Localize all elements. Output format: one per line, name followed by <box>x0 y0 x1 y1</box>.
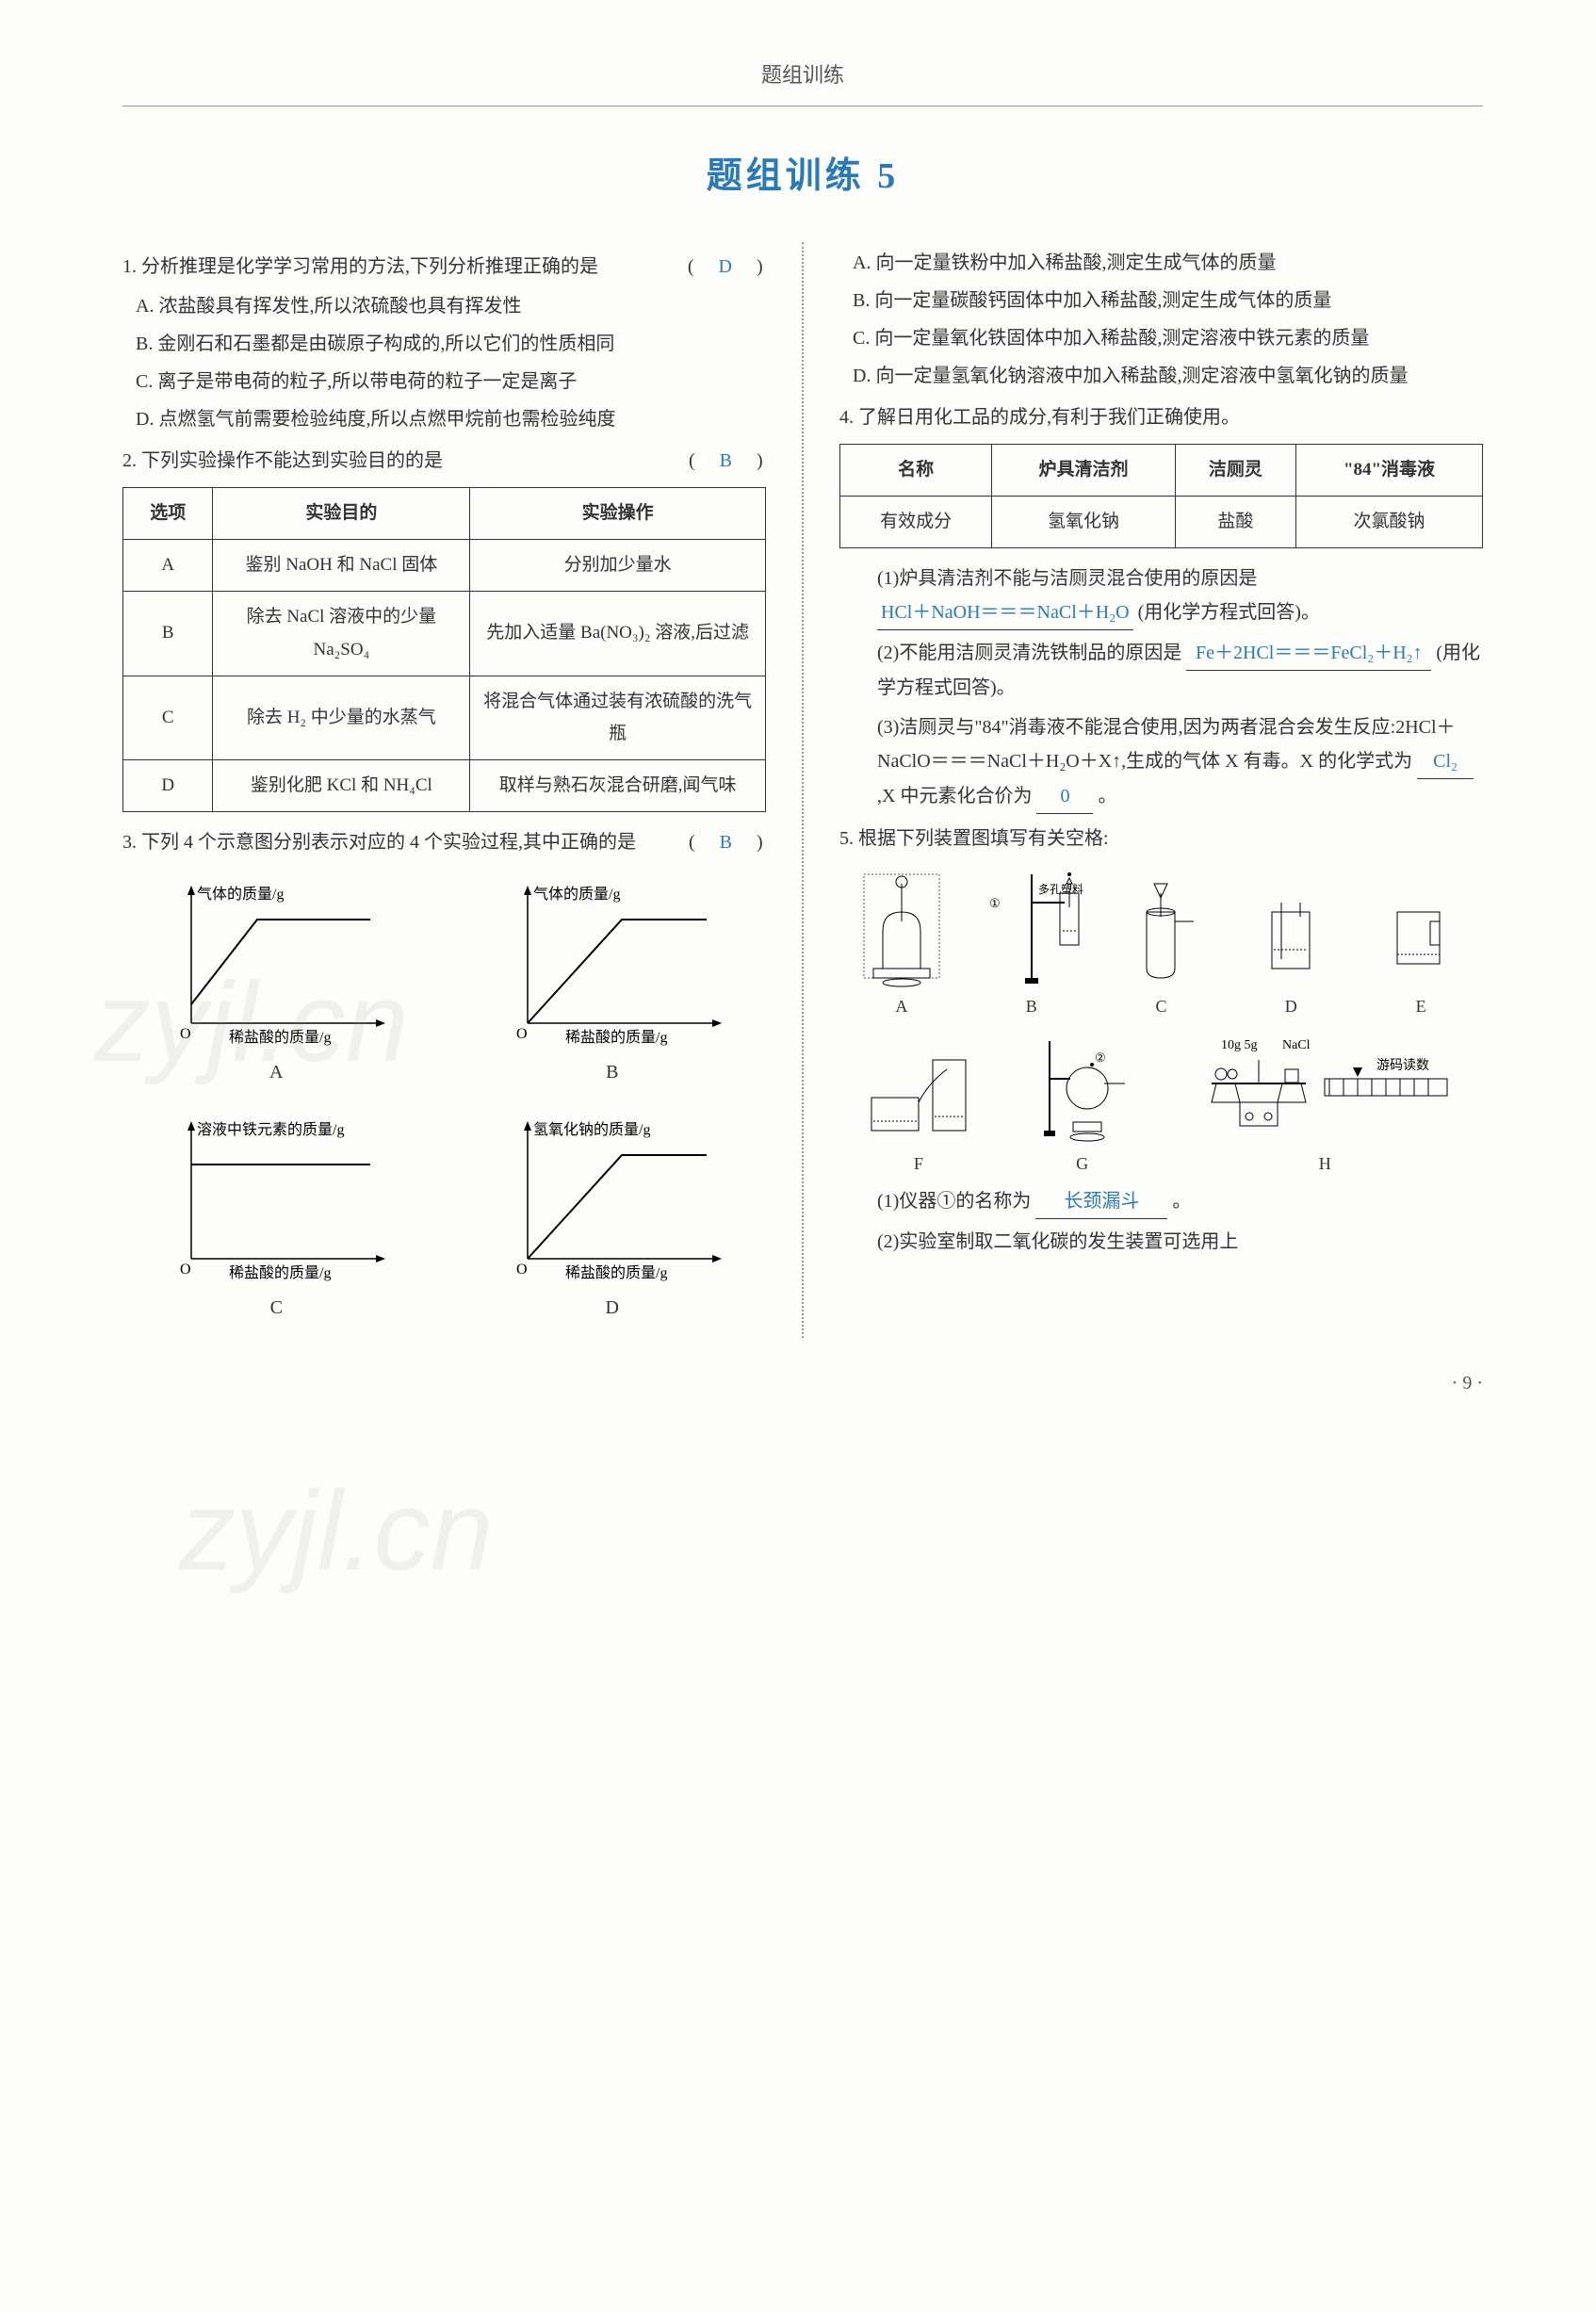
q1-text: 1. 分析推理是化学学习常用的方法,下列分析推理正确的是 <box>122 256 598 277</box>
q1-optD: D. 点燃氢气前需要检验纯度,所以点燃甲烷前也需检验纯度 <box>122 402 766 436</box>
q4-header-row: 名称 炉具清洁剂 洁厕灵 "84"消毒液 <box>840 444 1483 496</box>
table-row: A鉴别 NaOH 和 NaCl 固体分别加少量水 <box>123 540 766 592</box>
q1-optB: B. 金刚石和石墨都是由碳原子构成的,所以它们的性质相同 <box>122 327 766 361</box>
q3-descC: C. 向一定量氧化铁固体中加入稀盐酸,测定溶液中铁元素的质量 <box>839 321 1483 355</box>
content-columns: zyjl.cn zyjl.cn 1. 分析推理是化学学习常用的方法,下列分析推理… <box>122 242 1483 1338</box>
q1-optA: A. 浓盐酸具有挥发性,所以浓硫酸也具有挥发性 <box>122 289 766 323</box>
svg-text:稀盐酸的质量/g: 稀盐酸的质量/g <box>565 1029 667 1046</box>
q4-blank1: HCl＋NaOH＝＝＝NaCl＋H₂O <box>877 595 1133 630</box>
q4-sub1: (1)炉具清洁剂不能与洁厕灵混合使用的原因是 HCl＋NaOH＝＝＝NaCl＋H… <box>839 562 1483 630</box>
chart-D-label: D <box>459 1291 767 1325</box>
q3-descB: B. 向一定量碳酸钙固体中加入稀盐酸,测定生成气体的质量 <box>839 284 1483 318</box>
q3-stem: 3. 下列 4 个示意图分别表示对应的 4 个实验过程,其中正确的是 ( B ) <box>122 825 766 859</box>
q2-h2: 实验操作 <box>470 487 766 539</box>
svg-text:稀盐酸的质量/g: 稀盐酸的质量/g <box>229 1264 331 1281</box>
chart-C: 溶液中铁元素的质量/g O 稀盐酸的质量/g C <box>122 1108 431 1325</box>
device-E: E <box>1359 865 1483 1021</box>
q2-table: 选项 实验目的 实验操作 A鉴别 NaOH 和 NaCl 固体分别加少量水 B除… <box>122 487 766 812</box>
q3-answer-paren: ( B ) <box>717 825 766 859</box>
table-row: D鉴别化肥 KCl 和 NH₄Cl取样与熟石灰混合研磨,闻气味 <box>123 760 766 812</box>
device-H: 10g 5g NaCl 游码读数 H <box>1167 1032 1484 1179</box>
q1-answer: D <box>719 256 732 277</box>
device-F: F <box>839 1032 998 1179</box>
chart-A-label: A <box>122 1055 431 1089</box>
q4-sub2: (2)不能用洁厕灵清洗铁制品的原因是 Fe＋2HCl＝＝＝FeCl₂＋H₂↑ (… <box>839 636 1483 705</box>
q2-h1: 实验目的 <box>213 487 470 539</box>
q5-sub1: (1)仪器①的名称为 长颈漏斗 。 <box>839 1184 1483 1219</box>
svg-text:O: O <box>516 1262 528 1278</box>
svg-text:稀盐酸的质量/g: 稀盐酸的质量/g <box>565 1264 667 1281</box>
chart-D-svg: 氢氧化钠的质量/g O 稀盐酸的质量/g <box>490 1108 735 1287</box>
page-number: · 9 · <box>122 1366 1483 1400</box>
q3-descD: D. 向一定量氢氧化钠溶液中加入稀盐酸,测定溶液中氢氧化钠的质量 <box>839 359 1483 393</box>
q2-stem: 2. 下列实验操作不能达到实验目的的是 ( B ) <box>122 444 766 478</box>
q4-stem: 4. 了解日用化工品的成分,有利于我们正确使用。 <box>839 400 1483 434</box>
q4-sub3: (3)洁厕灵与"84"消毒液不能混合使用,因为两者混合会发生反应:2HCl＋Na… <box>839 710 1483 814</box>
q4-table: 名称 炉具清洁剂 洁厕灵 "84"消毒液 有效成分 氢氧化钠 盐酸 次氯酸钠 <box>839 444 1483 548</box>
svg-text:多孔塑料板: 多孔塑料板 <box>1038 882 1083 896</box>
left-column: zyjl.cn zyjl.cn 1. 分析推理是化学学习常用的方法,下列分析推理… <box>122 242 766 1338</box>
chart-C-svg: 溶液中铁元素的质量/g O 稀盐酸的质量/g <box>154 1108 399 1287</box>
q5-stem: 5. 根据下列装置图填写有关空格: <box>839 822 1483 855</box>
right-column: A. 向一定量铁粉中加入稀盐酸,测定生成气体的质量 B. 向一定量碳酸钙固体中加… <box>839 242 1483 1338</box>
q2-answer: B <box>720 450 732 471</box>
q2-text: 2. 下列实验操作不能达到实验目的的是 <box>122 450 443 471</box>
svg-text:②: ② <box>1095 1051 1106 1065</box>
table-row: B除去 NaCl 溶液中的少量 Na₂SO₄先加入适量 Ba(NO₃)₂ 溶液,… <box>123 592 766 676</box>
svg-text:O: O <box>180 1262 191 1278</box>
q2-answer-paren: ( B ) <box>717 444 766 478</box>
q2-h0: 选项 <box>123 487 213 539</box>
device-B: ①多孔塑料板 B <box>969 865 1094 1021</box>
chart-B-label: B <box>459 1055 767 1089</box>
device-D: D <box>1229 865 1353 1021</box>
svg-text:气体的质量/g: 气体的质量/g <box>197 886 284 903</box>
q4-blank3a: Cl₂ <box>1417 744 1474 779</box>
table-row: C除去 H₂ 中少量的水蒸气将混合气体通过装有浓硫酸的洗气瓶 <box>123 676 766 759</box>
chart-A: 气体的质量/g O 稀盐酸的质量/g A <box>122 872 431 1089</box>
q3-descA: A. 向一定量铁粉中加入稀盐酸,测定生成气体的质量 <box>839 246 1483 280</box>
chart-D: 氢氧化钠的质量/g O 稀盐酸的质量/g D <box>459 1108 767 1325</box>
device-A: A <box>839 865 964 1021</box>
svg-text:气体的质量/g: 气体的质量/g <box>533 886 620 903</box>
svg-text:稀盐酸的质量/g: 稀盐酸的质量/g <box>229 1029 331 1046</box>
q4-blank3b: 0 <box>1036 779 1093 814</box>
svg-text:①: ① <box>989 896 1001 910</box>
watermark: zyjl.cn <box>179 1429 493 1633</box>
column-divider <box>802 242 804 1338</box>
device-G: ② G <box>1003 1032 1162 1179</box>
chart-C-label: C <box>122 1291 431 1325</box>
q4-blank2: Fe＋2HCl＝＝＝FeCl₂＋H₂↑ <box>1186 636 1431 671</box>
svg-text:NaCl: NaCl <box>1282 1038 1311 1052</box>
q5-sub2: (2)实验室制取二氧化碳的发生装置可选用上 <box>839 1225 1483 1259</box>
svg-text:溶液中铁元素的质量/g: 溶液中铁元素的质量/g <box>197 1121 344 1138</box>
q5-blank1: 长颈漏斗 <box>1035 1184 1167 1219</box>
q3-charts: 气体的质量/g O 稀盐酸的质量/g A 气体的质量/g O 稀盐酸的质量/g <box>122 872 766 1325</box>
main-title: 题组训练 5 <box>122 144 1483 208</box>
device-row-1: A ①多孔塑料板 B C D E <box>839 865 1483 1021</box>
q1-optC: C. 离子是带电荷的粒子,所以带电荷的粒子一定是离子 <box>122 365 766 399</box>
svg-text:10g 5g: 10g 5g <box>1221 1038 1258 1052</box>
page-header: 题组训练 <box>122 57 1483 106</box>
svg-text:O: O <box>180 1026 191 1042</box>
svg-text:游码读数: 游码读数 <box>1376 1057 1429 1073</box>
svg-text:氢氧化钠的质量/g: 氢氧化钠的质量/g <box>533 1121 650 1138</box>
q1-answer-paren: ( D ) <box>716 250 766 284</box>
svg-text:O: O <box>516 1026 528 1042</box>
q2-header-row: 选项 实验目的 实验操作 <box>123 487 766 539</box>
chart-B-svg: 气体的质量/g O 稀盐酸的质量/g <box>490 872 735 1051</box>
q3-answer: B <box>720 832 732 853</box>
table-row: 有效成分 氢氧化钠 盐酸 次氯酸钠 <box>840 497 1483 548</box>
device-row-2: F ② G 10g 5g NaCl <box>839 1032 1483 1179</box>
device-C: C <box>1099 865 1224 1021</box>
q3-text: 3. 下列 4 个示意图分别表示对应的 4 个实验过程,其中正确的是 <box>122 832 636 853</box>
chart-A-svg: 气体的质量/g O 稀盐酸的质量/g <box>154 872 399 1051</box>
chart-B: 气体的质量/g O 稀盐酸的质量/g B <box>459 872 767 1089</box>
q1-stem: 1. 分析推理是化学学习常用的方法,下列分析推理正确的是 ( D ) <box>122 250 766 284</box>
